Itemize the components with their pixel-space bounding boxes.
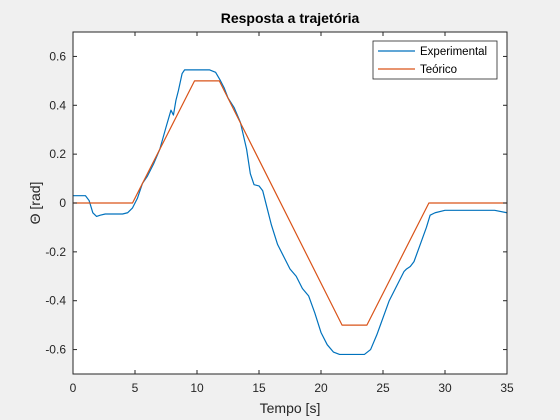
x-tick-label: 20 [314,381,328,395]
legend-box [372,40,498,80]
x-tick-label: 15 [252,381,266,395]
y-tick-label: -0.2 [45,245,66,259]
x-tick-label: 0 [70,381,77,395]
y-tick-label: -0.4 [45,294,66,308]
y-tick-label: 0.4 [49,98,66,112]
series-line-teorico [73,80,507,326]
series-layer [73,69,508,356]
tick-layer [72,32,508,374]
legend-label-teorico: Teórico [420,64,457,76]
x-tick-label: 30 [438,381,452,395]
y-axis-label: Θ [rad] [27,182,43,225]
x-tick-label: 35 [500,381,514,395]
y-tick-label: -0.6 [45,343,66,357]
y-tick-label: 0.6 [49,49,66,63]
label-layer: 0 5 10 15 20 25 30 35 -0.6 -0.4 -0.2 0 0.2 0.4 0.6 [45,49,514,395]
x-tick-label: 5 [132,381,139,395]
y-tick-label: 0 [59,196,66,210]
x-axis-label: Tempo [s] [260,400,321,416]
legend: Experimental Teórico [372,40,498,80]
legend-label-experimental: Experimental [420,46,487,58]
x-tick-label: 10 [190,381,204,395]
series-line-experimental [73,69,508,356]
y-tick-label: 0.2 [49,147,66,161]
x-tick-label: 25 [376,381,390,395]
chart-title: Resposta a trajetória [221,10,360,26]
